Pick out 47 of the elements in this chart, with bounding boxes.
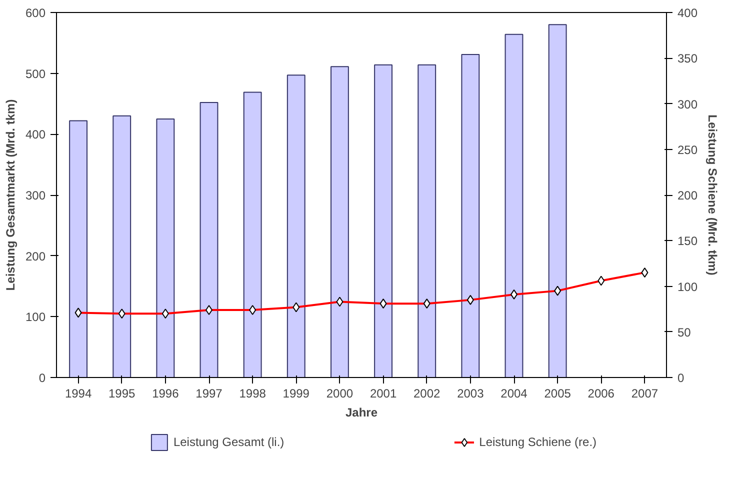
y-tick-label: 600 <box>25 6 46 20</box>
y-tick-label: 0 <box>38 371 46 385</box>
bar <box>504 34 524 378</box>
x-tick-label: 2001 <box>370 386 397 400</box>
x-tick-label: 2004 <box>500 386 528 400</box>
bar <box>286 74 306 378</box>
x-tick-label: 1999 <box>282 386 310 400</box>
y-tick-label: 400 <box>25 128 46 142</box>
x-tick-label: 2000 <box>326 386 354 400</box>
legend-label: Leistung Gesamt (li.) <box>173 435 284 449</box>
y2-tick-label: 0 <box>678 371 684 385</box>
y2-tick-label: 100 <box>678 280 698 294</box>
x-tick-label: 1998 <box>239 386 266 400</box>
bar <box>200 102 218 378</box>
y-tick-label: 100 <box>25 310 46 324</box>
y2-tick-label: 300 <box>678 97 698 112</box>
x-tick-label: 2002 <box>414 386 441 400</box>
bar <box>461 54 480 378</box>
y2-tick-label: 150 <box>678 234 698 248</box>
y-tick-label: 200 <box>25 249 46 264</box>
x-axis-title: Jahre <box>345 406 378 420</box>
y2-tick-label: 250 <box>678 142 698 157</box>
bar <box>69 120 88 378</box>
x-tick-label: 1995 <box>108 386 136 400</box>
y2-tick-label: 400 <box>678 6 698 20</box>
x-tick-label: 1997 <box>196 386 223 400</box>
bar <box>374 64 392 378</box>
legend-label: Leistung Schiene (re.) <box>479 435 597 449</box>
bar <box>243 92 262 378</box>
x-tick-label: 2003 <box>457 386 484 400</box>
y-tick-label: 500 <box>25 66 46 81</box>
bar <box>330 66 349 378</box>
y2-tick-label: 50 <box>678 325 692 340</box>
x-tick-label: 2007 <box>631 386 658 400</box>
y2-tick-label: 350 <box>678 52 698 66</box>
x-tick-label: 1994 <box>64 386 92 400</box>
y2-axis-title: Leistung Schiene (Mrd. tkm) <box>706 114 720 276</box>
bar <box>112 115 132 378</box>
y-axis-title: Leistung Gesamtmarkt (Mrd. tkm) <box>3 99 18 291</box>
x-tick-label: 1996 <box>152 386 180 400</box>
bar <box>418 64 436 378</box>
bar <box>548 24 567 378</box>
x-tick-label: 2006 <box>588 386 615 400</box>
x-tick-label: 2005 <box>544 386 572 400</box>
bar <box>156 118 175 378</box>
y2-tick-label: 200 <box>678 188 698 202</box>
y-tick-label: 300 <box>25 188 46 202</box>
